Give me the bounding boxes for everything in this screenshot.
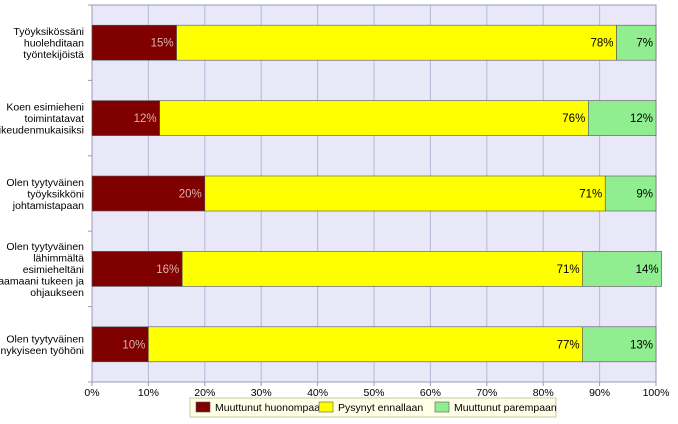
legend-swatch	[318, 401, 334, 413]
bar-segment	[159, 100, 589, 136]
data-label: 7%	[636, 38, 653, 50]
data-label: 77%	[557, 339, 580, 351]
category-label-line: ohjaukseen	[30, 287, 84, 299]
x-tick-label: 70%	[476, 387, 497, 399]
legend-label: Muuttunut parempaan	[454, 402, 557, 414]
category-label: Olen tyytyväinen nykyiseen työhöni	[1, 334, 85, 358]
category-label-line: saamaani tukeen ja	[0, 275, 84, 287]
bar-segment	[588, 100, 657, 136]
data-label: 12%	[630, 113, 653, 125]
data-label: 71%	[579, 189, 602, 201]
legend: Muuttunut huonompaan Pysynyt ennallaan Muu…	[189, 397, 557, 418]
category-label-line: lähimmältä	[33, 252, 84, 264]
category-labels: Työyksikössäni huolehditaan työntekijöistä…	[0, 26, 84, 357]
bar-segment	[181, 251, 583, 287]
bar-segment	[91, 100, 160, 136]
data-label: 16%	[156, 264, 179, 276]
bar-segment	[604, 175, 657, 212]
x-tick-label: 90%	[589, 387, 610, 399]
category-label-line: Olen tyytyväinen	[6, 177, 84, 189]
category-label-line: nykyiseen työhöni	[1, 345, 84, 357]
category-label-line: johtamistapaan	[12, 200, 84, 212]
category-label-line: Olen tyytyväinen	[6, 334, 84, 346]
bar-segment	[176, 24, 617, 61]
x-tick-label: 100%	[643, 387, 670, 399]
legend-swatch	[434, 401, 450, 413]
data-label: 12%	[134, 113, 157, 125]
bar-segment	[91, 326, 149, 363]
x-tick-label: 50%	[363, 387, 384, 399]
category-label-line: oikeudenmukaisiksi	[0, 125, 84, 137]
data-label: 9%	[636, 189, 653, 201]
data-label: 20%	[179, 189, 202, 201]
x-tick-label: 0%	[84, 387, 99, 399]
bars	[91, 24, 662, 363]
data-label: 13%	[630, 339, 653, 351]
category-label: Olen tyytyväinen työyksikköni johtamistapa…	[6, 177, 84, 212]
legend-swatch	[195, 401, 211, 413]
x-tick-label: 40%	[307, 387, 328, 399]
category-label: Olen tyytyväinen lähimmältä esimieheltäni s…	[0, 241, 84, 299]
category-label-line: Olen tyytyväinen	[6, 241, 84, 253]
data-label: 78%	[590, 38, 613, 50]
category-label-line: toimintatavat	[24, 113, 84, 125]
legend-label: Muuttunut huonompaan	[215, 402, 326, 414]
x-tick-label: 80%	[533, 387, 554, 399]
category-label-line: huolehditaan	[24, 38, 84, 50]
bar-segment	[582, 251, 662, 287]
data-labels: 15% 78% 7% 12% 76% 12% 20% 71% 9% 16% 71% 14% 10% 77%…	[122, 38, 658, 352]
data-label: 14%	[636, 264, 659, 276]
bar-segment	[582, 326, 657, 363]
legend-label: Pysynyt ennallaan	[338, 402, 423, 414]
data-label: 71%	[557, 264, 580, 276]
category-label-line: Työyksikössäni	[13, 26, 84, 38]
data-label: 76%	[562, 113, 585, 125]
bar-segment	[91, 251, 183, 287]
x-tick-label: 30%	[251, 387, 272, 399]
bar-segment	[91, 24, 177, 61]
x-tick-label: 60%	[420, 387, 441, 399]
bar-segment	[616, 24, 657, 61]
category-label-line: Koen esimieheni	[6, 102, 84, 114]
category-label-line: työyksikköni	[27, 189, 84, 201]
x-tick-label: 10%	[138, 387, 159, 399]
x-tick-label: 20%	[194, 387, 215, 399]
x-axis-tick-labels: 0% 10% 20% 30% 40% 50% 60% 70% 80% 90% 100%	[84, 387, 669, 399]
category-label-line: esimieheltäni	[23, 264, 84, 276]
category-label: Työyksikössäni huolehditaan työntekijöistä	[13, 26, 84, 61]
bar-segment	[148, 326, 583, 363]
data-label: 10%	[122, 339, 145, 351]
data-label: 15%	[151, 38, 174, 50]
category-label-line: työntekijöistä	[23, 49, 84, 61]
bar-segment	[204, 175, 606, 212]
category-label: Koen esimieheni toimintatavat oikeudenmuka…	[0, 102, 84, 137]
bar-segment	[91, 175, 206, 212]
legend-box	[189, 397, 557, 418]
